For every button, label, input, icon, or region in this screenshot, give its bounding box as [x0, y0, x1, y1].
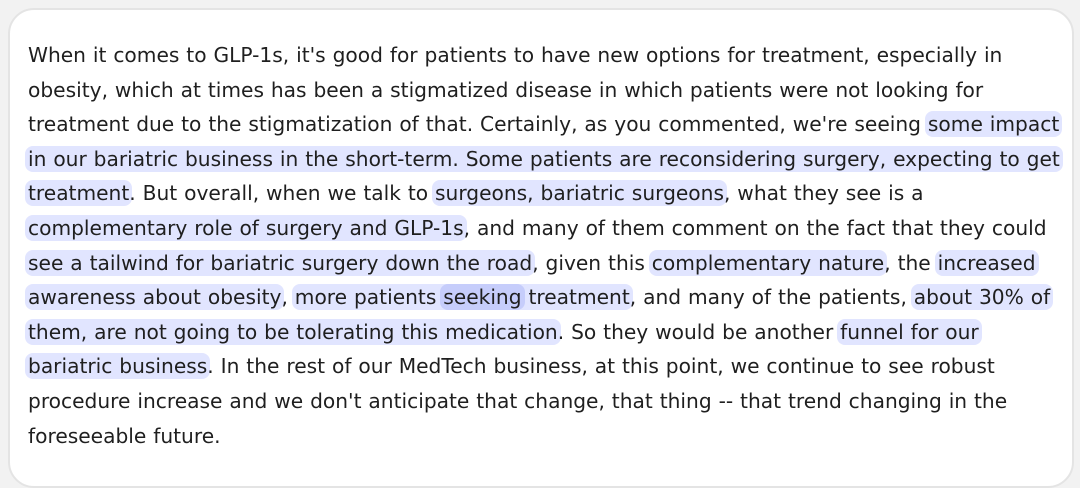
quote-text: , [281, 285, 295, 310]
quote-text: , and many of the patients, [629, 285, 914, 310]
quote-text: , given this [532, 250, 652, 275]
highlighted-phrase[interactable]: see a tailwind for bariatric surgery dow… [25, 249, 536, 276]
highlighted-phrase-part: more patients [294, 285, 444, 310]
quote-text: , and many of them comment on the fact t… [463, 215, 1047, 240]
highlighted-phrase[interactable]: complementary role of surgery and GLP-1s [25, 214, 467, 241]
active-highlight-word[interactable]: seeking [440, 284, 525, 311]
highlighted-phrase[interactable]: complementary nature [648, 249, 888, 276]
transcript-quote: When it comes to GLP-1s, it's good for p… [25, 38, 1068, 453]
quote-card [8, 8, 1074, 488]
highlighted-phrase-part: treatment [521, 285, 630, 310]
quote-text: . But overall, when we talk to [129, 181, 436, 206]
highlighted-phrase[interactable]: surgeons, bariatric surgeons [432, 180, 727, 207]
highlighted-phrase[interactable]: more patients seeking treatment [291, 284, 633, 311]
quote-text: , the [884, 250, 938, 275]
quote-text: . So they would be another [557, 319, 841, 344]
quote-text: , what they see is a [723, 181, 924, 206]
quote-text: . In the rest of our MedTech business, a… [28, 354, 1008, 448]
quote-text: When it comes to GLP-1s, it's good for p… [28, 43, 1003, 137]
